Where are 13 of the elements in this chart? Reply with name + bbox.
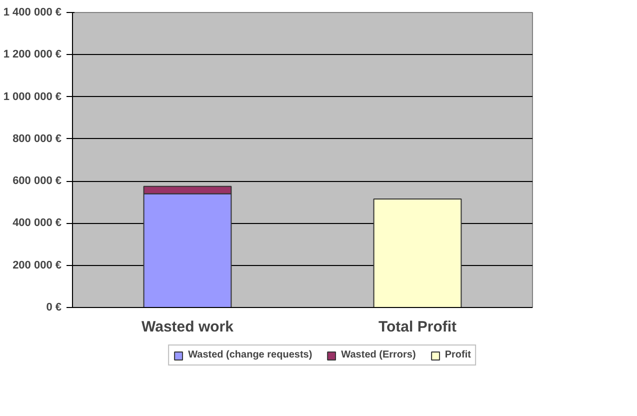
y-tick-label: 1 200 000 € [3,48,62,61]
x-tick-label: Wasted work [142,318,234,336]
y-tick-label: 800 000 € [12,132,62,145]
x-tick-label: Total Profit [378,318,457,336]
legend-label: Wasted (change requests) [188,350,312,360]
legend-label: Profit [444,350,471,360]
y-tick-label: 600 000 € [12,175,62,188]
y-tick-label: 1 400 000 € [3,6,62,18]
legend-label: Wasted (Errors) [341,350,416,360]
y-tick-label: 200 000 € [12,259,62,272]
y-tick-label: 1 000 000 € [3,90,62,103]
y-tick-label: 400 000 € [12,217,62,230]
y-tick-label: 0 € [46,302,62,314]
